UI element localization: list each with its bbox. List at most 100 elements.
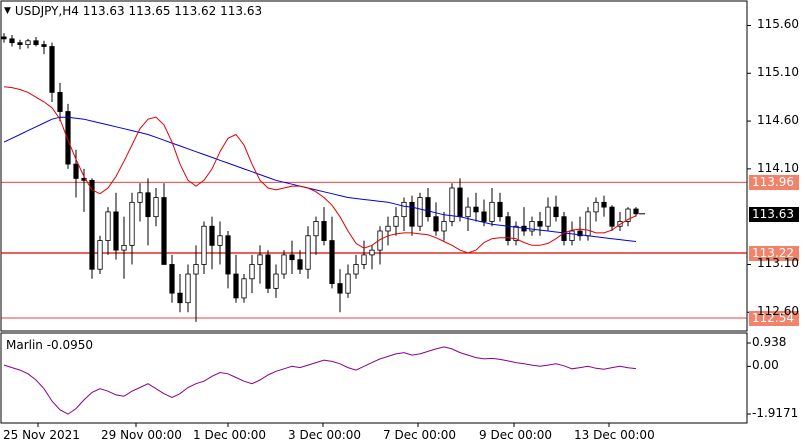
candle-body	[49, 46, 55, 93]
candle-body	[73, 163, 79, 179]
candle-body	[241, 278, 247, 299]
candle-body	[249, 264, 255, 280]
candle-body	[361, 254, 367, 265]
price-axis-label: 112.60	[757, 304, 799, 319]
candle-body	[345, 273, 351, 294]
candle-body	[177, 292, 183, 304]
current-price-tag: 113.63	[749, 206, 799, 222]
candle-body	[273, 273, 279, 289]
time-axis-label: 1 Dec 00:00	[193, 428, 267, 442]
candle-body	[257, 254, 263, 265]
candle-body	[113, 211, 119, 251]
chart-frame	[0, 0, 748, 332]
ma-fast-line	[3, 86, 637, 254]
candle-body	[265, 254, 271, 289]
candle-body	[153, 197, 159, 218]
price-axis-label: 114.10	[757, 160, 799, 175]
indicator-title: Marlin -0.0950	[6, 338, 94, 352]
time-axis	[37, 423, 610, 427]
candle-body	[33, 40, 39, 45]
candle-body	[137, 192, 143, 203]
candle-body	[425, 197, 431, 218]
candle-body	[537, 221, 543, 227]
candle-body	[529, 221, 535, 232]
candle-body	[297, 259, 303, 270]
candle-body	[457, 187, 463, 218]
candle-body	[585, 211, 591, 237]
candle-body	[465, 206, 471, 218]
candle-body	[441, 221, 447, 232]
oscillator-axis-label: 0.938	[752, 335, 787, 349]
oscillator-plot	[3, 346, 637, 415]
candle-body	[17, 42, 23, 45]
candle-body	[193, 264, 199, 275]
candle-body	[601, 201, 607, 208]
candle-body	[329, 240, 335, 284]
candle-body	[89, 179, 95, 270]
time-axis-label: 3 Dec 00:00	[288, 428, 362, 442]
time-axis-label: 9 Dec 00:00	[479, 428, 553, 442]
candle-body	[609, 206, 615, 227]
price-level-tag: 113.96	[749, 175, 799, 191]
candle-body	[313, 221, 319, 237]
time-axis-label: 29 Nov 00:00	[101, 428, 182, 442]
candle-body	[513, 225, 519, 241]
candle-body	[41, 44, 47, 47]
candle-body	[1, 36, 7, 40]
candle-body	[545, 206, 551, 227]
candle-body	[481, 211, 487, 222]
candle-body	[473, 206, 479, 213]
time-axis-label: 7 Dec 00:00	[383, 428, 457, 442]
oscillator-axis-label: -1.9171	[752, 406, 799, 420]
candle-body	[217, 235, 223, 246]
candle-body	[225, 235, 231, 275]
candle-body	[233, 273, 239, 299]
candle-body	[9, 38, 15, 44]
price-axis-label: 113.10	[757, 256, 799, 271]
candle-body	[577, 230, 583, 237]
candle-body	[409, 201, 415, 227]
time-axis-label: 13 Dec 00:00	[574, 428, 655, 442]
candle-body	[209, 225, 215, 246]
candle-body	[497, 201, 503, 218]
oscillator-axis-label: 0.00	[752, 358, 779, 373]
candle-body	[57, 91, 63, 112]
ma-slow-line	[3, 116, 637, 242]
price-axis-label: 115.60	[757, 17, 799, 32]
candle-body	[121, 244, 127, 251]
candle-body	[129, 201, 135, 246]
candle-body	[305, 235, 311, 270]
candle-body	[201, 225, 207, 265]
candle-body	[321, 221, 327, 241]
candle-body	[337, 283, 343, 294]
price-plot	[1, 33, 747, 322]
price-level-tag: 112.54	[749, 311, 799, 326]
candle-body	[369, 249, 375, 256]
candle-body	[289, 254, 295, 261]
chart-title: ▼ USDJPY,H4 113.63 113.65 113.62 113.63	[4, 4, 262, 18]
candle-body	[25, 40, 31, 45]
candle-body	[393, 216, 399, 227]
price-axis-label: 114.60	[757, 113, 799, 128]
candle-body	[433, 216, 439, 232]
candle-body	[145, 192, 151, 218]
candle-body	[97, 240, 103, 270]
candle-body	[553, 206, 559, 218]
candle-body	[105, 211, 111, 241]
candle-body	[401, 201, 407, 218]
time-axis-label: 25 Nov 2021	[3, 428, 80, 442]
candle-body	[169, 264, 175, 294]
candle-body	[569, 230, 575, 241]
candle-body	[505, 216, 511, 241]
price-axis-label: 115.10	[757, 65, 799, 80]
marlin-line	[3, 346, 637, 415]
triangle-down-icon[interactable]: ▼	[4, 6, 11, 16]
candle-body	[449, 187, 455, 222]
candle-body	[385, 225, 391, 232]
candle-body	[633, 208, 639, 215]
candle-body	[281, 254, 287, 275]
candle-body	[161, 197, 167, 265]
symbol-ohlc-label: USDJPY,H4 113.63 113.65 113.62 113.63	[14, 4, 263, 18]
candle-body	[561, 216, 567, 241]
